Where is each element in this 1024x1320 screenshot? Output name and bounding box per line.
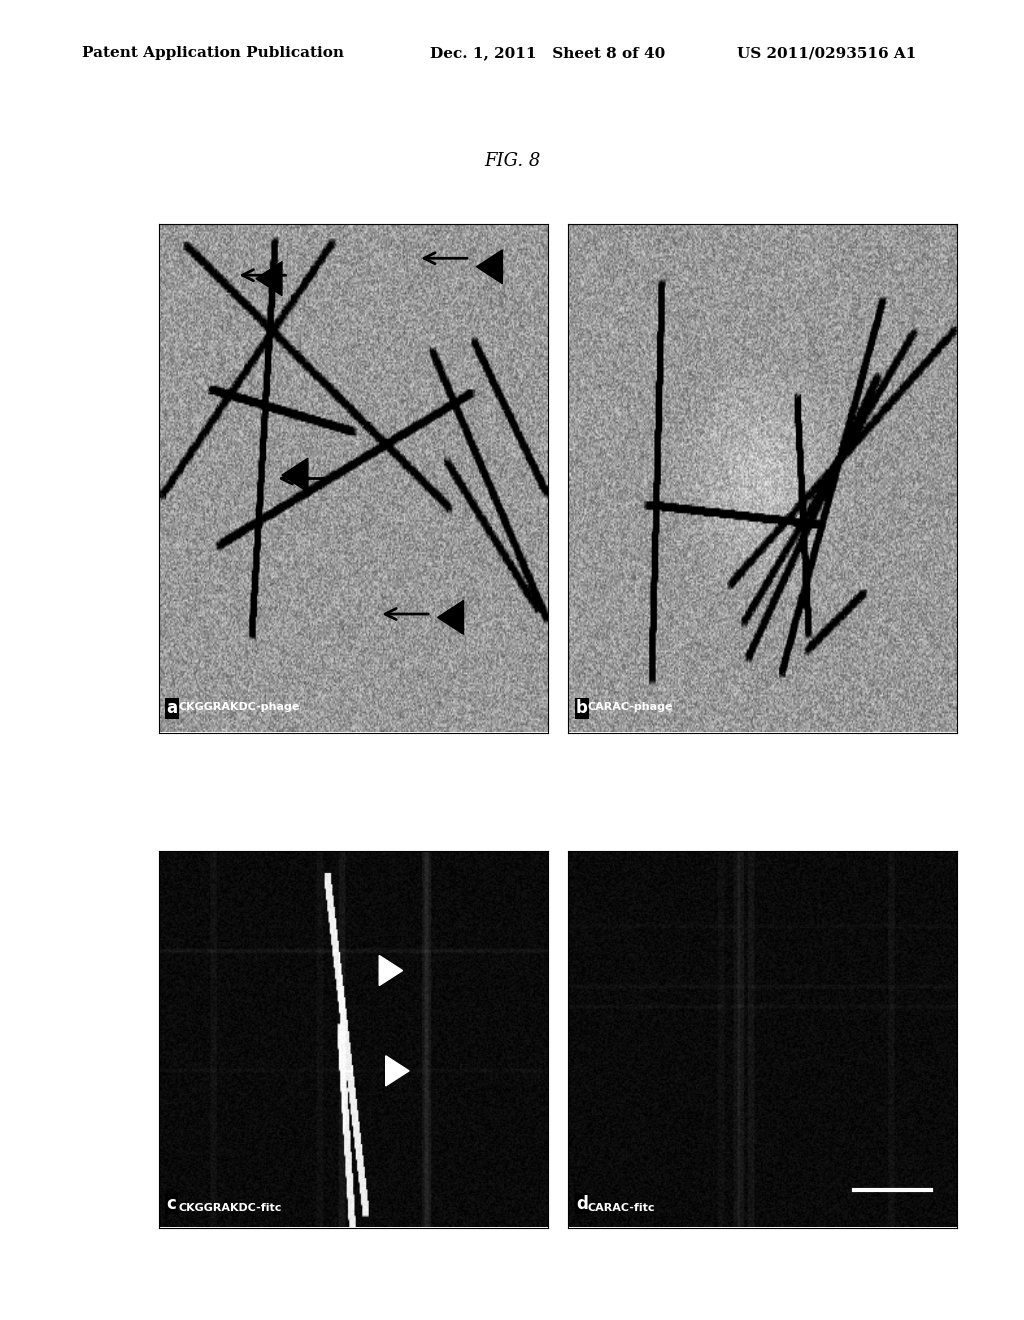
Polygon shape	[386, 1056, 409, 1086]
Text: d: d	[577, 1195, 588, 1213]
Text: c: c	[167, 1195, 176, 1213]
Text: FIG. 8: FIG. 8	[483, 152, 541, 170]
Text: CARAC-fitc: CARAC-fitc	[588, 1203, 655, 1213]
Polygon shape	[379, 956, 402, 986]
Text: US 2011/0293516 A1: US 2011/0293516 A1	[737, 46, 916, 61]
Text: CKGGRAKDC-phage: CKGGRAKDC-phage	[178, 702, 300, 713]
Text: a: a	[167, 700, 177, 717]
Text: CARAC-phage: CARAC-phage	[588, 702, 673, 713]
Polygon shape	[476, 249, 503, 284]
Text: CKGGRAKDC-fitc: CKGGRAKDC-fitc	[178, 1203, 282, 1213]
Polygon shape	[282, 458, 308, 492]
Text: Patent Application Publication: Patent Application Publication	[82, 46, 344, 61]
Text: b: b	[577, 700, 588, 717]
Polygon shape	[256, 261, 282, 296]
Text: Dec. 1, 2011   Sheet 8 of 40: Dec. 1, 2011 Sheet 8 of 40	[430, 46, 666, 61]
Polygon shape	[437, 601, 464, 635]
